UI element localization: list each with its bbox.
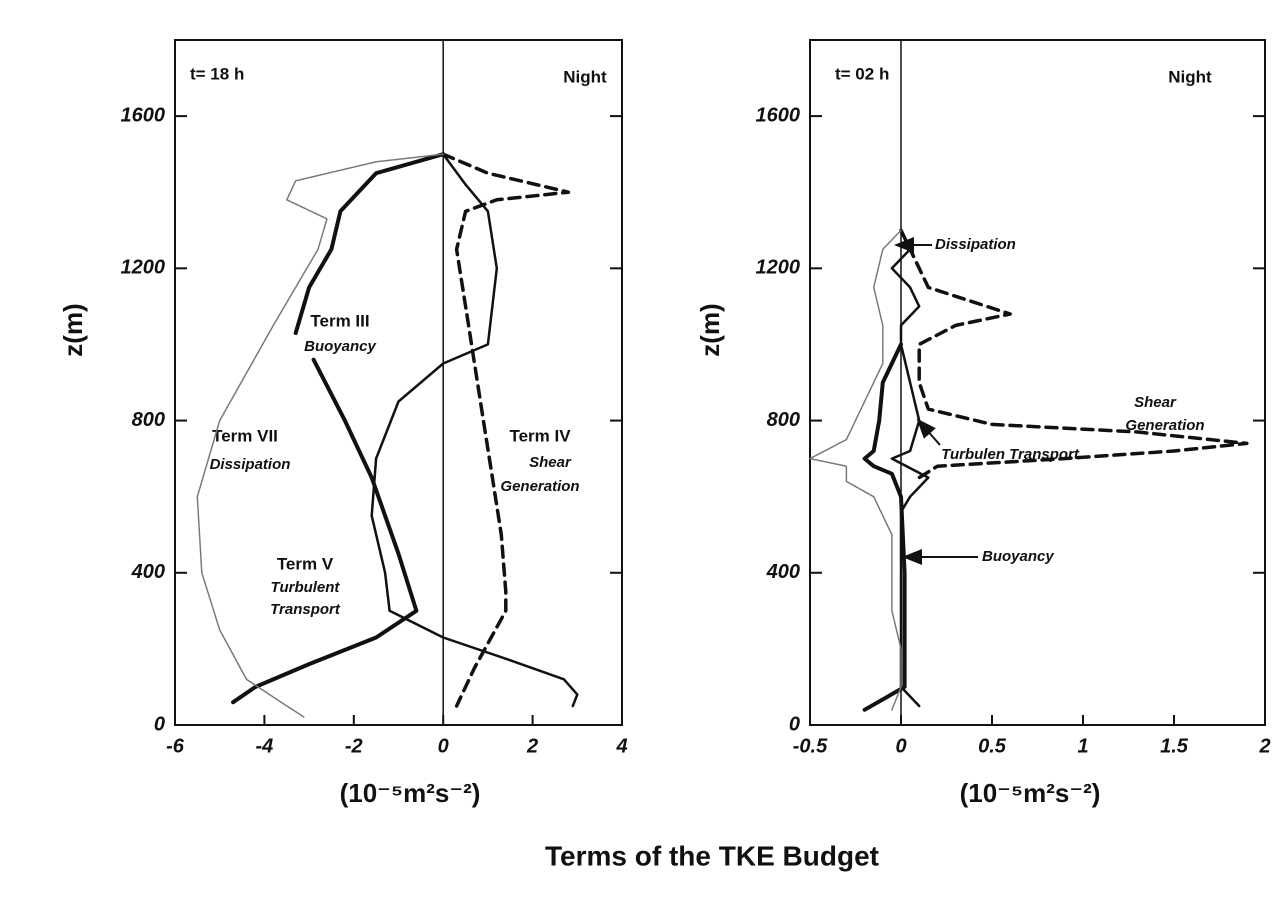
annotation: Turbulent (271, 579, 341, 596)
profile-line (899, 228, 1249, 480)
annotation: t= 02 h (835, 64, 889, 83)
annotation: Night (563, 67, 607, 86)
annotation: Shear (1134, 394, 1177, 411)
x-axis-label: (10⁻⁵m²s⁻²) (340, 778, 481, 808)
x-tick-label: -6 (166, 735, 185, 757)
plot-frame (174, 39, 623, 726)
y-tick-label: 0 (154, 713, 165, 735)
annotation: Buoyancy (982, 548, 1054, 565)
x-tick-label: 2 (526, 735, 538, 757)
annotation: Buoyancy (304, 338, 376, 355)
y-tick-label: 1200 (121, 257, 166, 279)
profile-line (890, 229, 930, 708)
profile-line (231, 152, 446, 705)
annotation: Generation (500, 478, 579, 495)
x-tick-label: 0 (895, 735, 906, 757)
annotation: t= 18 h (190, 64, 244, 83)
y-tick-label: 800 (132, 409, 165, 431)
annotation: Dissipation (210, 456, 291, 473)
y-tick-label: 1200 (756, 257, 801, 279)
profile-line (196, 153, 444, 719)
x-tick-label: 0 (438, 735, 449, 757)
x-tick-label: -0.5 (793, 735, 828, 757)
annotation: Transport (270, 601, 341, 618)
figure-title: Terms of the TKE Budget (545, 840, 879, 871)
annotation: Term III (310, 311, 369, 330)
profile-line (809, 229, 902, 711)
annotation: Dissipation (935, 236, 1016, 253)
y-tick-label: 400 (131, 561, 165, 583)
x-tick-label: 1 (1077, 735, 1088, 757)
annotation: Night (1168, 67, 1212, 86)
y-tick-label: 1600 (756, 104, 801, 126)
y-tick-label: 800 (767, 409, 800, 431)
x-tick-label: 2 (1258, 735, 1270, 757)
x-tick-label: -2 (345, 735, 363, 757)
x-tick-label: 4 (615, 735, 627, 757)
x-tick-label: -4 (256, 735, 274, 757)
y-axis-label: z(m) (58, 303, 88, 356)
x-tick-label: 1.5 (1160, 735, 1189, 757)
y-tick-label: 1600 (121, 104, 166, 126)
profile-line (441, 152, 571, 708)
profile-line (370, 152, 579, 708)
annotation: Shear (529, 454, 572, 471)
y-tick-label: 400 (766, 561, 800, 583)
profile-line (862, 342, 907, 712)
annotation: Generation (1125, 417, 1204, 434)
y-axis-label: z(m) (695, 303, 725, 356)
annotation: Term V (277, 554, 334, 573)
annotation: Term VII (212, 426, 278, 445)
y-tick-label: 0 (789, 713, 800, 735)
plot-frame (809, 39, 1266, 726)
annotation: Term IV (509, 426, 571, 445)
arrow (916, 418, 941, 446)
x-axis-label: (10⁻⁵m²s⁻²) (960, 778, 1101, 808)
x-tick-label: 0.5 (978, 735, 1007, 757)
